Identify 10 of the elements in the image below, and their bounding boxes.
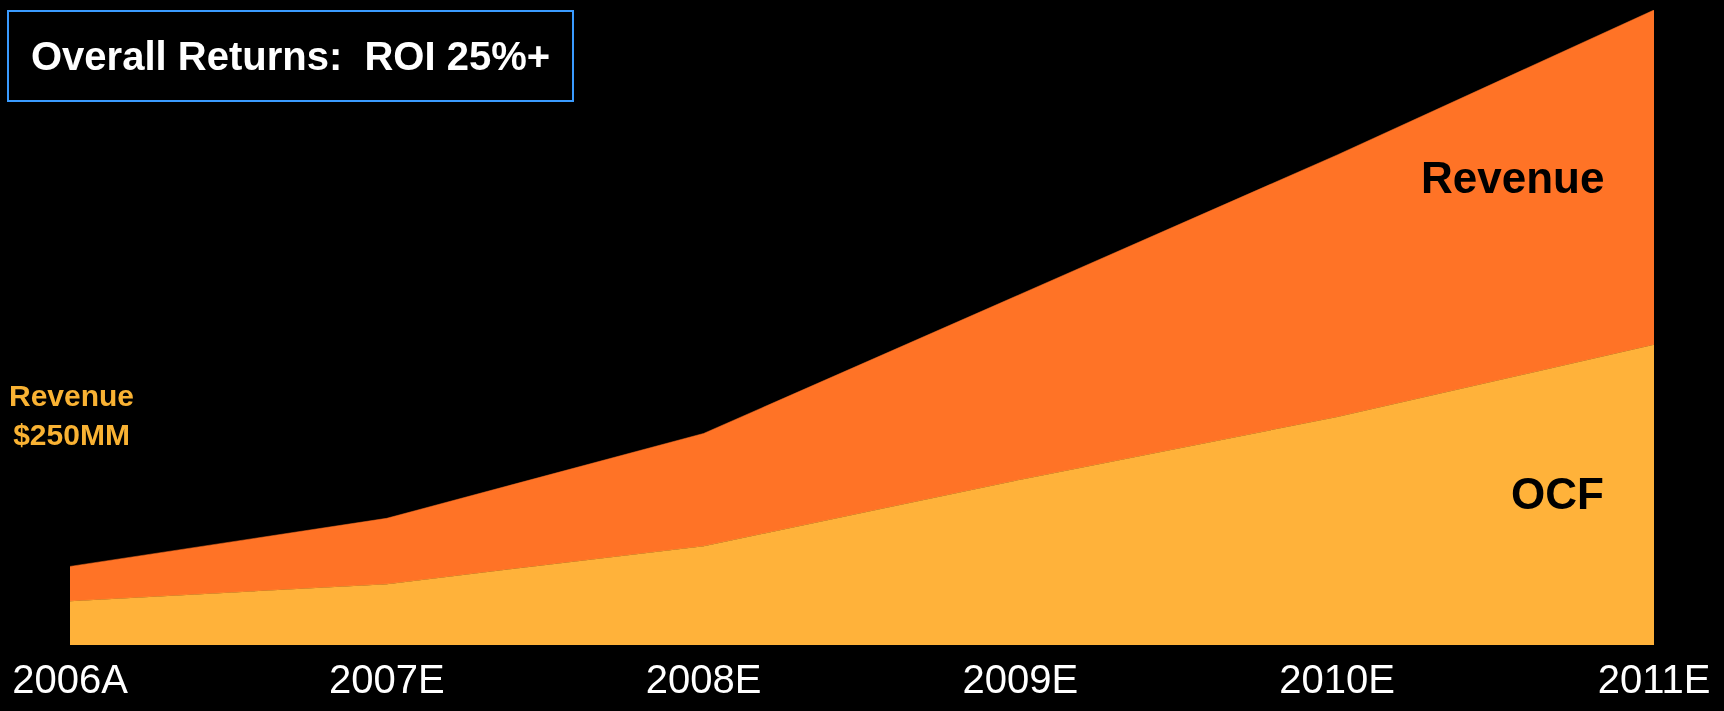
series-label: OCF bbox=[1511, 469, 1604, 518]
series-label: Revenue bbox=[1421, 153, 1605, 202]
x-tick-label: 2007E bbox=[328, 657, 445, 701]
x-tick-label: 2011E bbox=[1597, 657, 1711, 701]
x-tick-label: 2009E bbox=[962, 657, 1079, 701]
annotation: Overall Returns: ROI 25%+ bbox=[31, 34, 551, 78]
x-tick-label: 2006A bbox=[12, 657, 129, 701]
x-tick-label: 2008E bbox=[645, 657, 762, 701]
x-tick-label: 2010E bbox=[1279, 657, 1396, 701]
annotation: Revenue $250MM bbox=[9, 379, 135, 451]
